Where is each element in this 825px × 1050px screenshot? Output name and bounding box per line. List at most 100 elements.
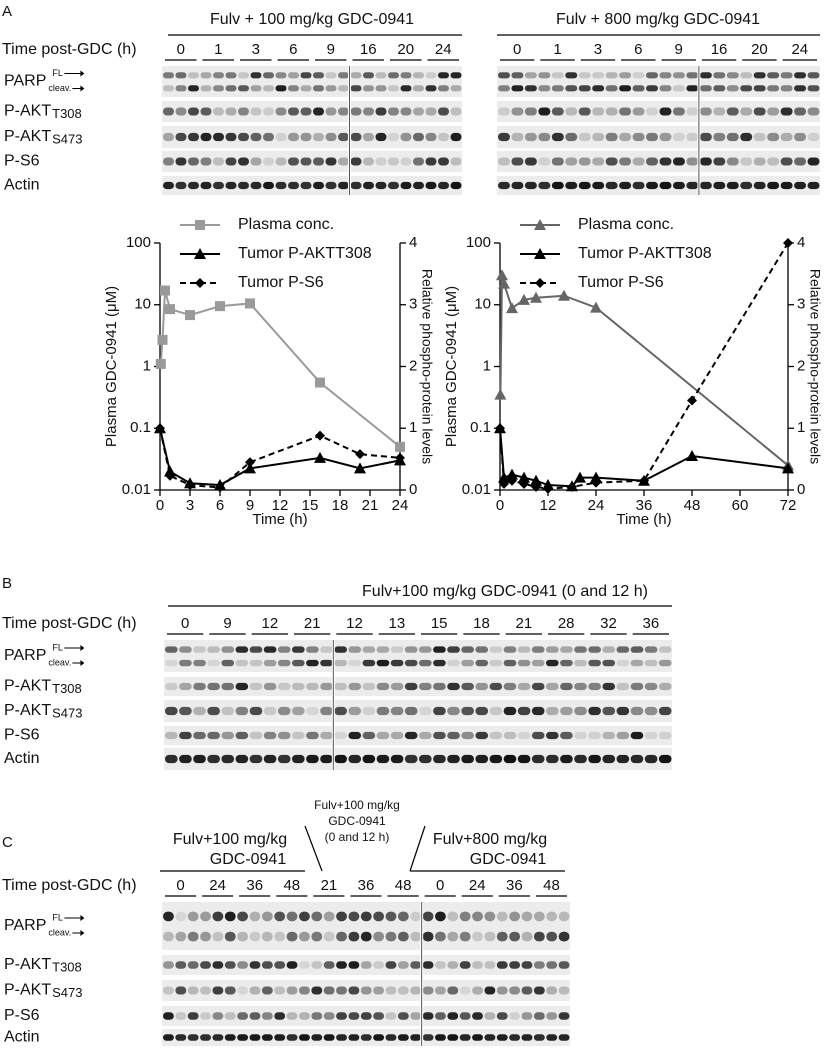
band: [193, 731, 206, 740]
band: [263, 132, 274, 142]
band: [574, 731, 587, 740]
band: [632, 157, 645, 166]
band: [249, 1034, 261, 1041]
band: [546, 754, 559, 764]
band: [388, 72, 399, 79]
band: [578, 107, 591, 116]
band: [388, 181, 399, 190]
band: [325, 132, 337, 142]
band: [390, 682, 404, 691]
band: [225, 132, 237, 142]
band: [360, 931, 372, 942]
blot-title: Fulv+100 mg/kg GDC-0941 (0 and 12 h): [362, 583, 648, 600]
band: [350, 157, 362, 166]
band: [447, 706, 460, 716]
band: [311, 931, 323, 942]
band: [179, 754, 192, 764]
band: [385, 986, 397, 995]
band: [438, 107, 449, 116]
band: [325, 72, 337, 79]
band: [686, 72, 699, 79]
band: [193, 754, 206, 764]
band: [165, 731, 178, 740]
band: [447, 911, 459, 922]
band: [767, 181, 780, 190]
band: [213, 157, 224, 166]
band: [619, 72, 632, 79]
band: [274, 1034, 286, 1041]
band: [221, 731, 235, 740]
band: [348, 911, 360, 922]
band: [672, 85, 685, 92]
marker: [354, 462, 366, 474]
band: [605, 181, 618, 190]
marker: [498, 471, 510, 483]
band: [484, 1034, 496, 1041]
band: [531, 659, 545, 667]
band: [348, 659, 362, 667]
band: [616, 646, 630, 653]
band: [207, 731, 220, 740]
marker: [590, 301, 602, 313]
marker: [783, 238, 793, 248]
band: [461, 731, 474, 740]
legend-label: Tumor P-AKTT308: [238, 245, 372, 262]
band: [376, 754, 390, 764]
band: [496, 961, 508, 969]
row-label: P-S6: [4, 1007, 40, 1024]
band: [726, 157, 739, 166]
band: [363, 132, 374, 142]
band: [546, 986, 558, 995]
band: [807, 181, 820, 190]
legend-marker: [195, 220, 205, 230]
band: [433, 659, 446, 667]
band: [362, 754, 376, 764]
band: [376, 646, 390, 653]
band: [605, 157, 618, 166]
legend-label: Tumor P-S6: [238, 274, 324, 291]
band: [288, 181, 299, 190]
marker: [574, 471, 586, 483]
band: [509, 931, 521, 942]
band: [263, 72, 274, 79]
band: [438, 132, 449, 142]
band: [207, 706, 220, 716]
band: [165, 682, 178, 691]
legend-label: Tumor P-AKTT308: [578, 245, 712, 262]
band: [263, 731, 277, 740]
row-label-sup: cleav.: [48, 657, 71, 667]
band: [658, 706, 672, 716]
band: [546, 646, 559, 653]
group-slash: [304, 825, 323, 872]
band: [373, 1034, 385, 1041]
band: [726, 107, 739, 116]
band: [419, 706, 432, 716]
group-label: GDC-0941: [210, 851, 287, 868]
band: [767, 107, 780, 116]
band: [235, 706, 249, 716]
band: [187, 986, 199, 995]
band: [511, 132, 524, 142]
band: [699, 132, 712, 142]
band: [300, 85, 312, 92]
band: [225, 181, 237, 190]
band: [531, 754, 545, 764]
time-label: 6: [634, 41, 642, 58]
band: [299, 986, 310, 995]
band: [517, 646, 531, 653]
band: [498, 132, 510, 142]
band: [163, 1012, 174, 1020]
band: [288, 85, 299, 92]
band: [334, 706, 347, 716]
band: [546, 706, 559, 716]
band: [767, 132, 780, 142]
band: [376, 659, 390, 667]
band: [413, 85, 424, 92]
time-label: 6: [289, 41, 297, 58]
band: [292, 731, 305, 740]
time-label: 0: [513, 41, 521, 58]
band: [459, 911, 471, 922]
band: [546, 731, 559, 740]
band: [388, 132, 399, 142]
marker: [506, 302, 518, 314]
